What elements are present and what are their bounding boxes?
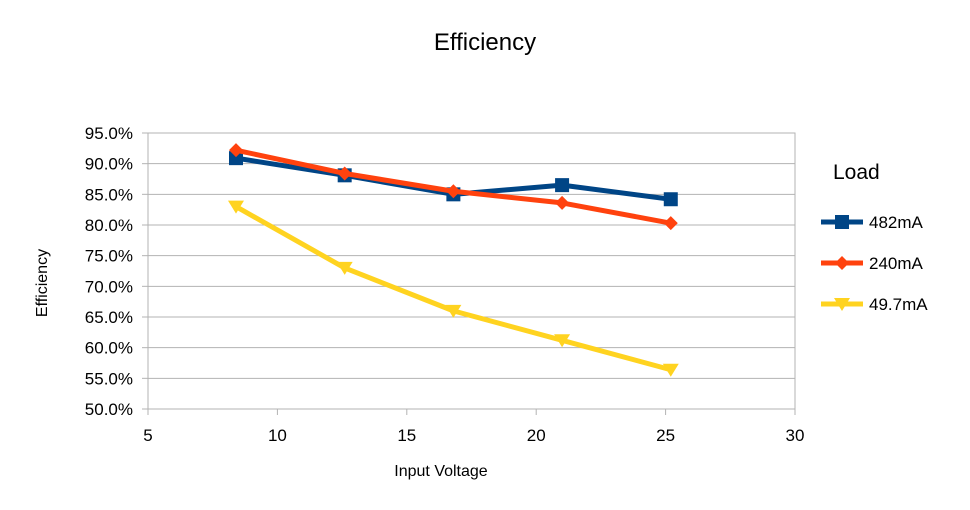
data-point — [228, 143, 243, 158]
x-axis-label: Input Voltage — [394, 463, 488, 480]
y-axis-ticks: 50.0% 55.0% 60.0% 65.0% 70.0% 75.0% 80.0% 85.0%… — [85, 124, 148, 419]
x-tick-label: 10 — [268, 426, 287, 445]
data-point — [445, 304, 462, 318]
legend-item: 240mA — [821, 254, 924, 273]
data-point — [228, 151, 243, 166]
legend-item: 49.7mA — [821, 295, 928, 314]
data-point — [663, 192, 678, 207]
legend-label: 240mA — [869, 254, 924, 273]
data-point — [555, 195, 570, 210]
y-tick-label: 75.0% — [85, 247, 133, 266]
y-tick-label: 60.0% — [85, 339, 133, 358]
data-point — [227, 200, 244, 214]
data-point — [337, 166, 352, 181]
legend-items: 482mA 240mA 49.7mA — [821, 213, 928, 314]
legend-swatch-marker — [835, 256, 849, 270]
x-tick-label: 30 — [786, 426, 805, 445]
legend-label: 482mA — [869, 213, 924, 232]
y-tick-label: 70.0% — [85, 277, 133, 296]
y-tick-label: 55.0% — [85, 369, 133, 388]
x-axis-ticks: 5 10 15 20 25 30 — [143, 409, 804, 445]
legend: Load 482mA 240mA 49.7mA — [821, 161, 928, 314]
legend-item: 482mA — [821, 213, 924, 232]
x-tick-label: 5 — [143, 426, 152, 445]
y-tick-label: 95.0% — [85, 124, 133, 143]
data-point — [336, 261, 353, 275]
y-tick-label: 80.0% — [85, 216, 133, 235]
legend-swatch-marker — [835, 215, 849, 229]
y-tick-label: 90.0% — [85, 155, 133, 174]
data-point — [663, 216, 678, 231]
x-tick-label: 20 — [527, 426, 546, 445]
data-point — [662, 363, 679, 377]
y-tick-label: 85.0% — [85, 185, 133, 204]
y-tick-label: 65.0% — [85, 308, 133, 327]
plot-frame — [147, 132, 796, 410]
y-tick-label: 50.0% — [85, 400, 133, 419]
legend-swatch-marker — [834, 298, 850, 311]
x-tick-label: 15 — [397, 426, 416, 445]
series-240mA — [228, 143, 678, 231]
legend-label: 49.7mA — [869, 295, 928, 314]
chart-title: Efficiency — [434, 29, 536, 56]
data-point — [446, 184, 461, 199]
y-axis-label: Efficiency — [34, 249, 51, 317]
x-tick-label: 25 — [656, 426, 675, 445]
legend-title: Load — [833, 161, 880, 184]
series-layer — [227, 143, 679, 377]
series-49.7mA — [227, 200, 679, 377]
data-point — [554, 334, 571, 348]
data-point — [555, 178, 570, 193]
